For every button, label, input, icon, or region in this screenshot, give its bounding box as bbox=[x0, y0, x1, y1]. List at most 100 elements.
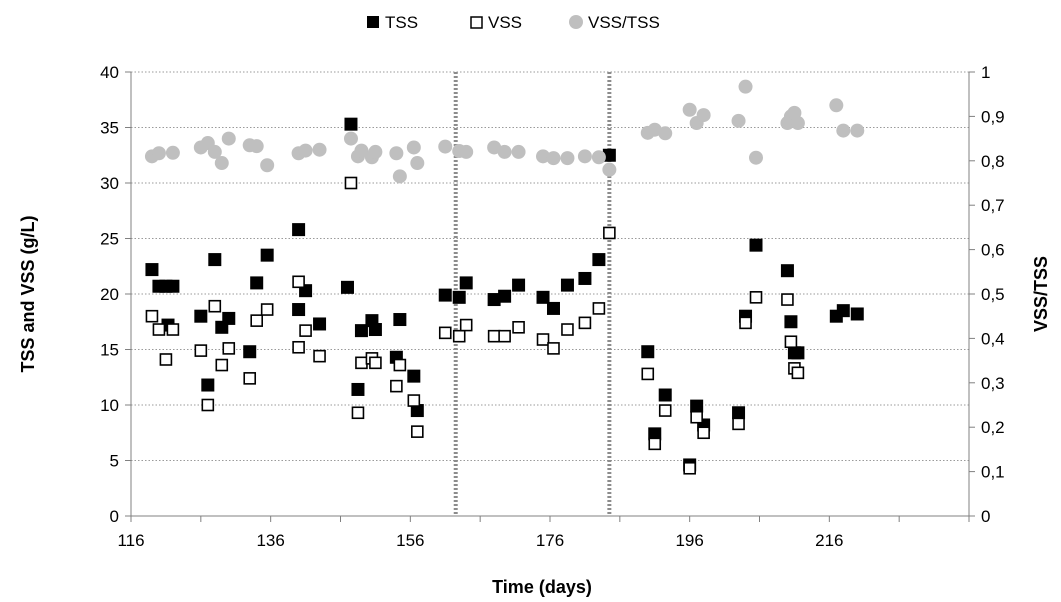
point-vss bbox=[452, 329, 466, 343]
point-vss-tss bbox=[207, 144, 222, 159]
point-tss bbox=[243, 345, 257, 359]
point-tss bbox=[732, 406, 746, 420]
point-vss-tss bbox=[497, 144, 512, 159]
y-tick-label: 5 bbox=[110, 452, 119, 471]
point-vss bbox=[369, 356, 382, 370]
point-tss bbox=[222, 311, 236, 325]
point-vss-tss bbox=[536, 149, 551, 164]
point-tss bbox=[546, 301, 560, 315]
point-tss bbox=[410, 404, 424, 418]
axes bbox=[125, 71, 975, 522]
point-vss bbox=[749, 291, 763, 304]
point-vss-tss bbox=[298, 143, 313, 158]
point-tss bbox=[166, 279, 180, 293]
point-vss-tss bbox=[343, 131, 358, 146]
point-vss bbox=[292, 275, 305, 289]
y2-tick-label: 0,7 bbox=[981, 196, 1005, 215]
y2-tick-label: 0 bbox=[981, 507, 990, 526]
point-tss bbox=[850, 307, 864, 321]
point-vss bbox=[739, 316, 752, 330]
point-vss bbox=[411, 425, 424, 438]
x-tick-label: 196 bbox=[675, 531, 703, 550]
point-tss bbox=[292, 303, 306, 317]
point-vss bbox=[194, 344, 208, 357]
point-tss bbox=[658, 388, 672, 402]
point-vss bbox=[697, 426, 710, 440]
point-vss bbox=[201, 398, 215, 412]
y-tick-label: 15 bbox=[100, 341, 119, 360]
point-vss bbox=[791, 366, 805, 380]
point-tss bbox=[344, 117, 358, 131]
x-tick-label: 216 bbox=[815, 531, 843, 550]
point-vss bbox=[487, 329, 501, 343]
point-vss-tss bbox=[165, 145, 180, 160]
data-points bbox=[144, 79, 865, 475]
point-vss bbox=[781, 293, 794, 306]
point-vss bbox=[561, 323, 574, 336]
point-vss bbox=[658, 404, 672, 417]
point-vss bbox=[498, 329, 511, 343]
y2-tick-label: 0,2 bbox=[981, 418, 1005, 437]
point-vss-tss bbox=[260, 158, 275, 173]
y-tick-label: 0 bbox=[110, 507, 119, 526]
point-tss bbox=[354, 324, 368, 338]
point-vss-tss bbox=[438, 139, 453, 154]
point-tss bbox=[393, 313, 407, 327]
point-vss bbox=[784, 335, 798, 349]
point-vss-tss bbox=[312, 142, 327, 157]
point-vss-tss bbox=[696, 108, 711, 123]
point-vss bbox=[152, 323, 166, 336]
legend-marker-tss bbox=[367, 16, 379, 28]
point-vss bbox=[344, 176, 358, 190]
point-vss-tss bbox=[392, 169, 407, 184]
point-vss bbox=[438, 326, 452, 340]
point-tss bbox=[452, 290, 466, 304]
point-vss-tss bbox=[354, 143, 369, 158]
point-tss bbox=[641, 345, 655, 359]
x-tick-label: 176 bbox=[536, 531, 564, 550]
point-vss bbox=[512, 320, 525, 334]
point-vss bbox=[222, 342, 236, 355]
point-tss bbox=[145, 263, 159, 277]
point-vss-tss bbox=[151, 146, 166, 161]
point-tss bbox=[487, 293, 501, 307]
point-vss bbox=[351, 406, 365, 420]
point-vss bbox=[250, 314, 263, 327]
point-vss-tss bbox=[738, 79, 753, 94]
point-tss bbox=[194, 309, 208, 323]
point-tss bbox=[780, 264, 794, 278]
y2-tick-label: 0,6 bbox=[981, 241, 1005, 260]
point-tss bbox=[201, 378, 215, 392]
legend: TSS VSS VSS/TSS bbox=[367, 13, 660, 32]
y2-tick-label: 0,1 bbox=[981, 463, 1005, 482]
point-vss-tss bbox=[214, 156, 229, 171]
x-tick-label: 136 bbox=[256, 531, 284, 550]
point-vss bbox=[390, 379, 403, 393]
point-vss-tss bbox=[487, 140, 502, 155]
point-tss bbox=[690, 399, 704, 413]
legend-label: TSS bbox=[385, 13, 418, 32]
point-tss bbox=[438, 288, 452, 302]
tick-labels: 0 5 10 15 20 25 30 35 40 0 0,1 0,2 0,3 0,4 0,5 0,6 0,7 0,… bbox=[100, 63, 1005, 550]
point-vss bbox=[459, 318, 473, 332]
point-vss bbox=[313, 349, 326, 363]
point-tss bbox=[602, 148, 616, 162]
point-tss bbox=[292, 223, 306, 237]
y2-tick-label: 1 bbox=[981, 63, 990, 82]
point-vss-tss bbox=[850, 123, 865, 138]
point-tss bbox=[407, 369, 421, 383]
point-vss-tss bbox=[577, 149, 592, 164]
point-vss bbox=[407, 394, 421, 407]
point-tss bbox=[648, 427, 662, 441]
point-tss bbox=[368, 323, 382, 337]
y-tick-label: 30 bbox=[100, 174, 119, 193]
point-vss-tss bbox=[368, 144, 383, 159]
point-vss bbox=[243, 372, 257, 385]
point-tss bbox=[578, 271, 592, 285]
point-vss bbox=[208, 299, 222, 313]
point-vss bbox=[215, 358, 229, 372]
point-vss bbox=[536, 333, 550, 346]
legend-label: VSS/TSS bbox=[588, 13, 660, 32]
point-vss-tss bbox=[406, 140, 421, 155]
